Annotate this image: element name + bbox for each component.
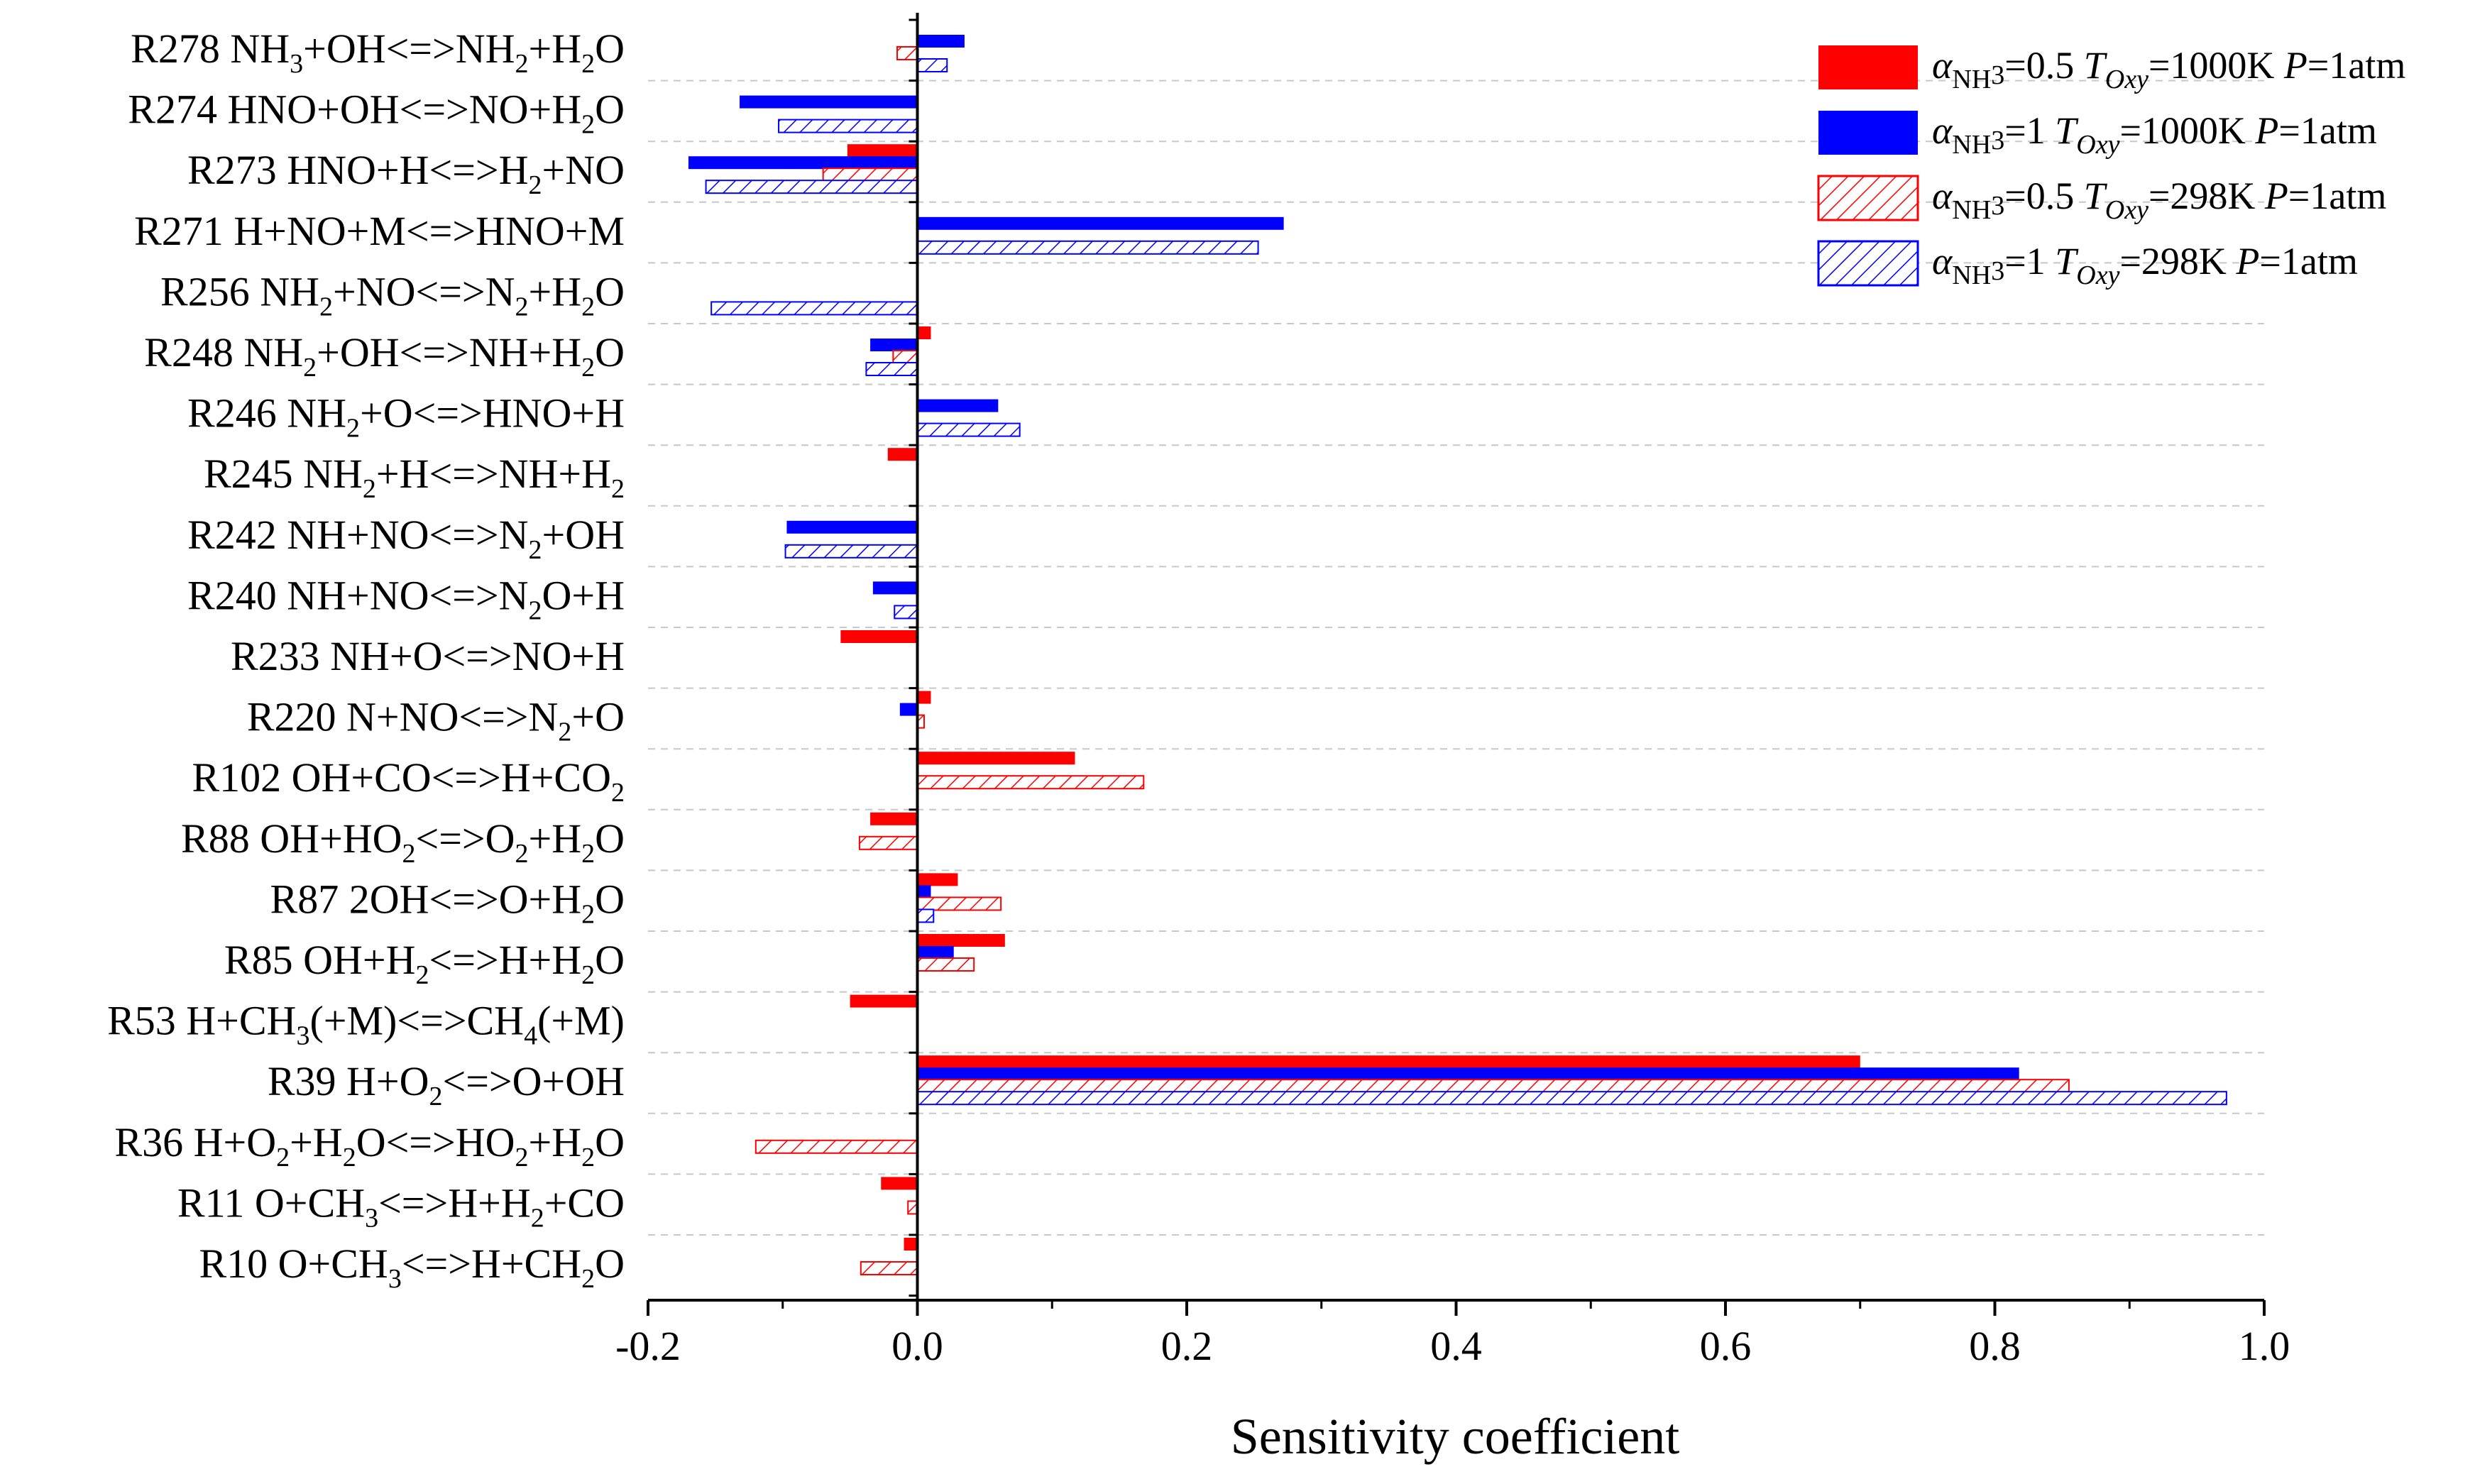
bar-R85-series-2 xyxy=(917,946,954,959)
legend-swatch-1 xyxy=(1818,45,1918,89)
legend-item-4: αNH3=1 TOxy=298K P=1atm xyxy=(1817,240,2358,290)
bar-R39-series-1 xyxy=(917,1055,1860,1069)
reaction-label-R10: R10 O+CH3<=>H+CH2O xyxy=(199,1241,625,1294)
x-tick-label: 0.2 xyxy=(1161,1323,1213,1369)
bar-R248-series-2 xyxy=(870,339,918,351)
bar-R248-series-1 xyxy=(917,326,931,339)
reaction-label-R11: R11 O+CH3<=>H+H2+CO xyxy=(177,1180,625,1233)
bar-R102-series-3 xyxy=(916,775,1145,790)
reaction-labels: R278 NH3+OH<=>NH2+H2O R274 HNO+OH<=>NO+H2… xyxy=(107,26,625,1294)
bar-R278-series-3 xyxy=(896,46,918,60)
bar-R278-series-2 xyxy=(917,35,965,48)
bar-R36-series-3 xyxy=(754,1139,918,1154)
reaction-label-R39: R39 H+O2<=>O+OH xyxy=(268,1058,625,1111)
bar-R233-series-1 xyxy=(840,630,918,643)
bar-R274-series-4 xyxy=(778,119,918,133)
x-tick-label: 0.6 xyxy=(1700,1323,1752,1369)
bar-R248-series-4 xyxy=(865,362,918,376)
bar-R273-series-1 xyxy=(847,144,918,158)
reaction-label-R245: R245 NH2+H<=>NH+H2 xyxy=(204,451,625,504)
x-tick-label: 0.4 xyxy=(1430,1323,1482,1369)
x-ticks: -0.2 0.0 0.2 0.4 0.6 0.8 1.0 xyxy=(615,1300,2290,1369)
reaction-label-R240: R240 NH+NO<=>N2O+H xyxy=(187,572,625,625)
bar-R271-series-4 xyxy=(916,240,1259,255)
reaction-label-R102: R102 OH+CO<=>H+CO2 xyxy=(192,754,625,808)
x-tick-label: 0.8 xyxy=(1969,1323,2021,1369)
reaction-label-R242: R242 NH+NO<=>N2+OH xyxy=(187,512,625,565)
reaction-label-R271: R271 H+NO+M<=>HNO+M xyxy=(134,208,625,254)
reaction-label-R248: R248 NH2+OH<=>NH+H2O xyxy=(144,329,625,383)
bar-R242-series-4 xyxy=(784,544,918,559)
legend-label-2: αNH3=1 TOxy=1000K P=1atm xyxy=(1932,109,2377,160)
legend-item-1: αNH3=0.5 TOxy=1000K P=1atm xyxy=(1818,44,2405,94)
bar-R88-series-3 xyxy=(858,835,918,850)
x-tick-label: 1.0 xyxy=(2239,1323,2290,1369)
legend-item-2: αNH3=1 TOxy=1000K P=1atm xyxy=(1818,109,2377,160)
bar-R273-series-3 xyxy=(822,167,918,182)
reaction-label-R278: R278 NH3+OH<=>NH2+H2O xyxy=(131,26,625,79)
bar-R246-series-2 xyxy=(917,399,999,412)
legend: αNH3=0.5 TOxy=1000K P=1atm αNH3=1 TOxy=10… xyxy=(1817,44,2405,290)
legend-item-3: αNH3=0.5 TOxy=298K P=1atm xyxy=(1817,175,2386,225)
legend-swatch-3 xyxy=(1817,175,1919,221)
bar-R10-series-1 xyxy=(904,1238,918,1251)
bar-R274-series-2 xyxy=(740,95,918,109)
legend-label-3: αNH3=0.5 TOxy=298K P=1atm xyxy=(1932,175,2386,225)
bar-R220-series-2 xyxy=(899,703,918,716)
bar-R11-series-1 xyxy=(881,1177,918,1190)
reaction-label-R85: R85 OH+H2<=>H+H2O xyxy=(224,937,625,990)
bar-R39-series-2 xyxy=(917,1067,2019,1081)
bar-R242-series-2 xyxy=(786,520,918,534)
bar-R102-series-1 xyxy=(917,752,1075,765)
bar-R87-series-3 xyxy=(916,896,1002,911)
bar-R240-series-4 xyxy=(894,605,918,620)
bars xyxy=(688,35,2227,1275)
reaction-label-R53: R53 H+CH3(+M)<=>CH4(+M) xyxy=(107,998,625,1051)
bar-R85-series-3 xyxy=(916,957,975,972)
bar-R87-series-2 xyxy=(917,885,931,898)
bar-R85-series-1 xyxy=(917,934,1005,947)
bar-R271-series-2 xyxy=(917,216,1284,230)
reaction-label-R36: R36 H+O2+H2O<=>HO2+H2O xyxy=(114,1119,625,1172)
bar-R39-series-3 xyxy=(916,1079,2070,1094)
bar-R273-series-4 xyxy=(705,180,918,194)
x-tick-label: 0.0 xyxy=(891,1323,943,1369)
bar-R246-series-4 xyxy=(916,422,1021,437)
bar-R278-series-4 xyxy=(916,58,948,72)
legend-swatch-2 xyxy=(1818,111,1918,155)
legend-swatch-4 xyxy=(1817,240,1919,287)
bar-R256-series-4 xyxy=(710,301,918,316)
bar-R88-series-1 xyxy=(870,812,918,825)
bar-R245-series-1 xyxy=(887,448,918,461)
reaction-label-R87: R87 2OH<=>O+H2O xyxy=(270,876,625,929)
reaction-label-R274: R274 HNO+OH<=>NO+H2O xyxy=(128,87,625,140)
bar-R273-series-2 xyxy=(688,156,918,170)
bar-R248-series-3 xyxy=(892,350,918,364)
bar-R220-series-1 xyxy=(917,691,931,704)
legend-label-4: αNH3=1 TOxy=298K P=1atm xyxy=(1932,240,2358,290)
reaction-label-R220: R220 N+NO<=>N2+O xyxy=(247,694,625,747)
bar-R10-series-3 xyxy=(860,1261,918,1275)
x-axis-title: Sensitivity coefficient xyxy=(1231,1408,1680,1465)
legend-label-1: αNH3=0.5 TOxy=1000K P=1atm xyxy=(1932,44,2405,94)
bar-R53-series-1 xyxy=(850,994,918,1008)
reaction-label-R273: R273 HNO+H<=>H2+NO xyxy=(187,147,625,200)
reaction-label-R233: R233 NH+O<=>NO+H xyxy=(231,633,625,679)
bar-R39-series-4 xyxy=(916,1091,2227,1106)
reaction-label-R246: R246 NH2+O<=>HNO+H xyxy=(187,390,625,444)
reaction-label-R256: R256 NH2+NO<=>N2+H2O xyxy=(160,268,625,321)
reaction-label-R88: R88 OH+HO2<=>O2+H2O xyxy=(181,815,625,869)
x-tick-label: -0.2 xyxy=(615,1323,681,1369)
bar-R87-series-1 xyxy=(917,873,958,886)
bar-R87-series-4 xyxy=(916,908,935,923)
bar-R240-series-2 xyxy=(872,581,918,595)
